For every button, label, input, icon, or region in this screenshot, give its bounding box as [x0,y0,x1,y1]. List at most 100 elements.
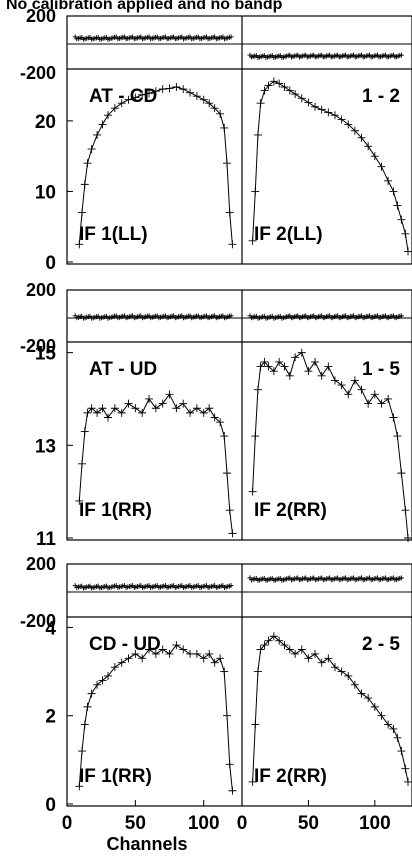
amplitude-point [269,632,278,641]
amplitude-point [370,152,379,161]
amplitude-point [124,399,133,408]
phase-tick-label: 200 [26,6,56,26]
amplitude-point [324,654,333,663]
y-tick-label: 0 [45,795,56,816]
amplitude-point [344,671,353,680]
amplitude-point [78,208,87,217]
x-tick-label: 0 [62,813,73,834]
amplitude-point [251,187,260,196]
amplitude-point [225,208,234,217]
amplitude-point [253,667,262,676]
amplitude-point [337,115,346,124]
amplitude-point [248,777,257,786]
baseline-group: 200 -200 11 13 15 AT - UD IF 1(RR) 1 - 5 IF 2(RR… [20,280,412,550]
amplitude-point [285,371,294,380]
amplitude-line [78,86,233,245]
amplitude-line [252,351,409,539]
chart-title: No calibration applied and no bandp [6,0,283,13]
amplitude-point [311,649,320,658]
amplitude-point [280,82,289,91]
amplitude-point [104,111,113,120]
phase-series [247,52,404,60]
amplitude-point [304,367,313,376]
amplitude-point [256,645,265,654]
phase-series [247,575,404,583]
amplitude-point [269,367,278,376]
amplitude-point [256,99,265,108]
amplitude-point [104,671,113,680]
amplitude-point [344,120,353,129]
amplitude-point [87,689,96,698]
amplitude-point [256,362,265,371]
amplitude-point [172,404,181,413]
amplitude-point [311,357,320,366]
amplitude-point [220,667,229,676]
amplitude-point [337,667,346,676]
amplitude-point [377,162,386,171]
amplitude-line [252,635,409,782]
amplitude-point [192,649,201,658]
x-tick-label: 50 [125,813,146,834]
y-tick-label: 13 [35,436,56,457]
amplitude-point [280,641,289,650]
amplitude-point [179,645,188,654]
baseline-group: 200 -200 0 10 20 AT - CD IF 1(LL) 1 - 2 IF 2(LL) [20,6,412,274]
amplitude-point [401,506,410,515]
amplitude-point [98,404,107,413]
baseline-label: 1 - 2 [362,86,400,107]
amplitude-point [87,145,96,154]
amplitude-point [228,240,237,249]
amplitude-point [138,90,147,99]
y-tick-label: 11 [36,529,57,550]
amplitude-point [228,529,237,538]
amplitude-point [253,130,262,139]
amplitude-point [275,79,284,88]
amplitude-point [285,645,294,654]
amplitude-point [401,764,410,773]
amplitude-point [78,459,87,468]
if-label: IF 1(RR) [79,500,152,521]
amplitude-point [330,376,339,385]
phase-tick-label: -200 [20,611,56,631]
amplitude-point [75,782,84,791]
x-tick-label: 100 [359,813,391,834]
amplitude-point [151,87,160,96]
amplitude-point [117,658,126,667]
x-tick-label: 100 [188,813,220,834]
amplitude-point [350,126,359,135]
amplitude-point [222,711,231,720]
amplitude-line [252,80,409,252]
amplitude-point [186,649,195,658]
if-label: IF 2(RR) [254,766,327,787]
amplitude-point [225,506,234,515]
amplitude-point [75,240,84,249]
amplitude-point [291,353,300,362]
amplitude-point [117,408,126,417]
amplitude-point [199,654,208,663]
phase-series [72,313,234,321]
amplitude-point [304,98,313,107]
amplitude-point [98,120,107,129]
amplitude-point [225,760,234,769]
amplitude-point [264,362,273,371]
amplitude-point [172,82,181,91]
if-label: IF 1(LL) [79,224,148,245]
amplitude-point [280,362,289,371]
amplitude-point [220,432,229,441]
amplitude-point [404,777,412,786]
amplitude-point [145,394,154,403]
if-label: IF 1(RR) [79,766,152,787]
amplitude-point [222,159,231,168]
amplitude-point [172,641,181,650]
amplitude-point [80,180,89,189]
amplitude-point [110,104,119,113]
amplitude-point [264,81,273,90]
amplitude-point [192,92,201,101]
amplitude-point [291,90,300,99]
amplitude-point [389,413,398,422]
amplitude-point [83,408,92,417]
amplitude-point [138,408,147,417]
amplitude-point [117,99,126,108]
amplitude-point [350,680,359,689]
amplitude-point [248,236,257,245]
